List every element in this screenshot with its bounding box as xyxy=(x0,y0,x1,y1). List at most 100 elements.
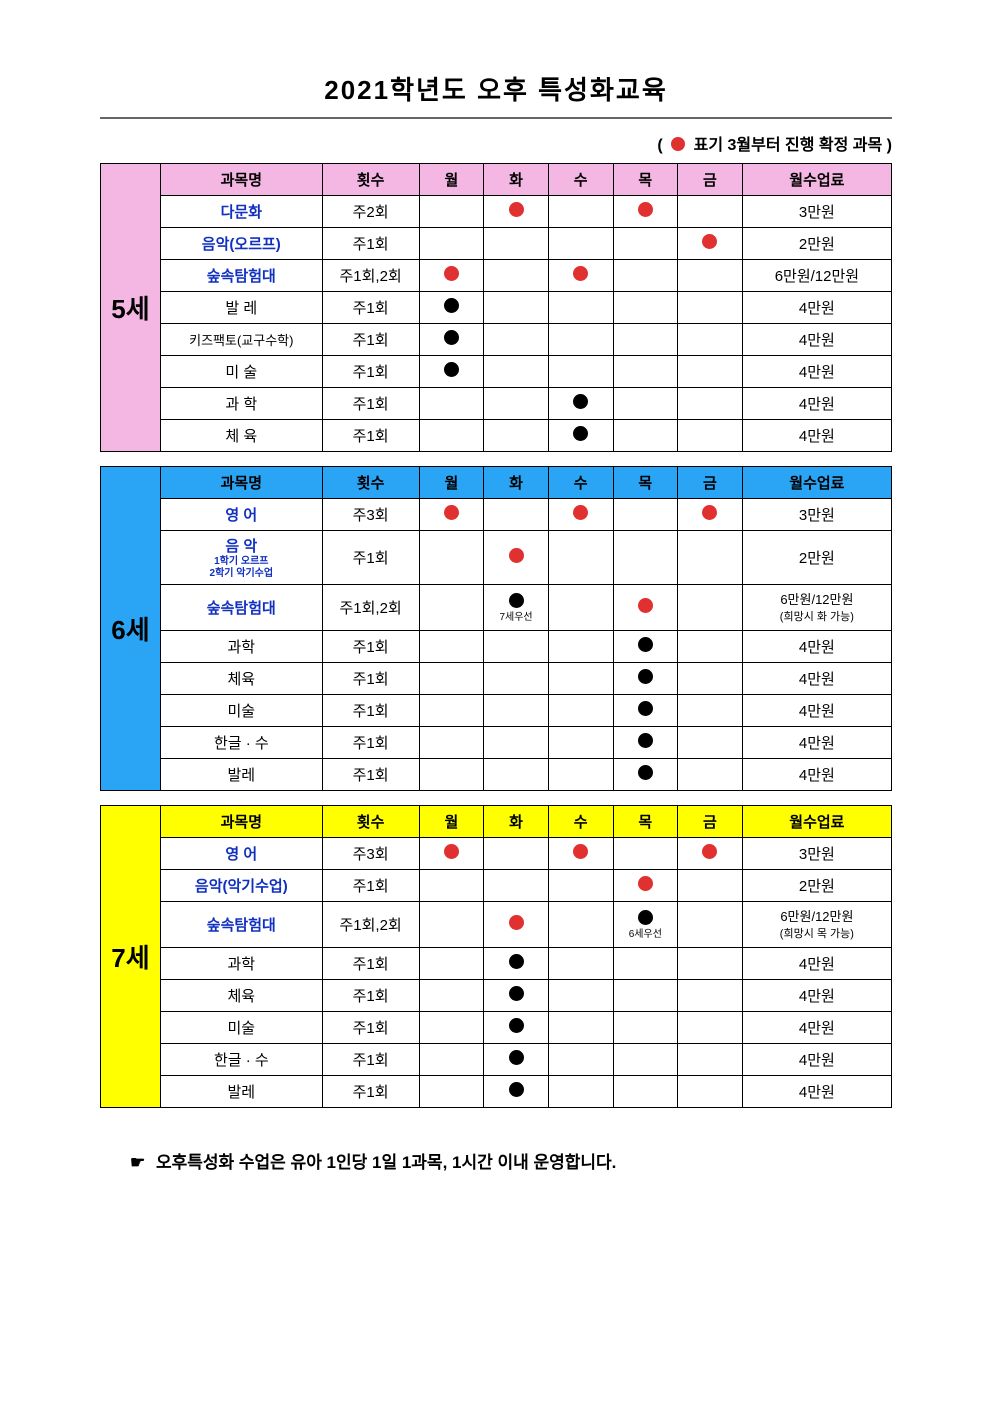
cell-day xyxy=(613,388,678,420)
cell-day xyxy=(484,695,549,727)
cell-subject: 영 어 xyxy=(161,838,323,870)
cell-day xyxy=(613,260,678,292)
cell-day xyxy=(484,902,549,948)
cell-day xyxy=(419,260,484,292)
cell-fee: 2만원 xyxy=(742,870,891,902)
black-dot-icon xyxy=(509,986,524,1001)
subject-sub1: 1학기 오르프 xyxy=(163,556,320,568)
table-row: 미술주1회4만원 xyxy=(161,695,892,727)
fee-text: 4만원 xyxy=(799,1052,835,1069)
table-row: 체 육주1회4만원 xyxy=(161,420,892,452)
cell-day xyxy=(613,838,678,870)
red-dot-icon xyxy=(444,505,459,520)
table-row: 과학주1회4만원 xyxy=(161,948,892,980)
black-dot-icon xyxy=(509,593,524,608)
header-freq: 횟수 xyxy=(322,164,419,196)
subject-name: 발레 xyxy=(228,767,256,784)
cell-day xyxy=(548,695,613,727)
cell-day xyxy=(548,196,613,228)
cell-freq: 주2회 xyxy=(322,196,419,228)
header-wed: 수 xyxy=(548,806,613,838)
cell-subject: 과학 xyxy=(161,948,323,980)
cell-fee: 4만원 xyxy=(742,388,891,420)
fee-text: 3만원 xyxy=(799,204,835,221)
cell-day xyxy=(419,585,484,631)
fee-text: 6만원/12만원 xyxy=(775,268,859,285)
cell-day xyxy=(419,759,484,791)
cell-day xyxy=(548,1012,613,1044)
cell-day xyxy=(613,531,678,585)
cell-day xyxy=(484,420,549,452)
subject-name: 발레 xyxy=(228,1084,256,1101)
fee-text: 4만원 xyxy=(799,988,835,1005)
cell-day xyxy=(678,228,743,260)
header-thu: 목 xyxy=(613,164,678,196)
cell-day xyxy=(548,499,613,531)
cell-day xyxy=(484,631,549,663)
cell-subject: 발레 xyxy=(161,1076,323,1108)
header-fri: 금 xyxy=(678,467,743,499)
black-dot-icon xyxy=(444,330,459,345)
cell-fee: 4만원 xyxy=(742,631,891,663)
cell-day xyxy=(613,1012,678,1044)
schedule-table: 과목명횟수월화수목금월수업료다문화주2회3만원음악(오르프)주1회2만원숲속탐험… xyxy=(160,163,892,452)
cell-day xyxy=(678,948,743,980)
cell-freq: 주1회,2회 xyxy=(322,260,419,292)
subject-name: 숲속탐험대 xyxy=(207,600,276,617)
cell-day xyxy=(548,727,613,759)
header-tue: 화 xyxy=(484,806,549,838)
cell-day xyxy=(419,388,484,420)
red-dot-icon xyxy=(573,505,588,520)
cell-freq: 주1회 xyxy=(322,292,419,324)
cell-fee: 4만원 xyxy=(742,948,891,980)
cell-freq: 주1회 xyxy=(322,1012,419,1044)
table-row: 한글 · 수주1회4만원 xyxy=(161,1044,892,1076)
red-dot-icon xyxy=(509,915,524,930)
table-row: 체육주1회4만원 xyxy=(161,980,892,1012)
cell-subject: 숲속탐험대 xyxy=(161,585,323,631)
cell-day xyxy=(678,196,743,228)
cell-day xyxy=(419,499,484,531)
cell-subject: 음 악1학기 오르프2학기 악기수업 xyxy=(161,531,323,585)
cell-freq: 주1회 xyxy=(322,759,419,791)
fee-text: 4만원 xyxy=(799,1084,835,1101)
cell-day xyxy=(678,324,743,356)
cell-day xyxy=(419,870,484,902)
subject-name: 과학 xyxy=(228,956,256,973)
cell-day xyxy=(548,585,613,631)
cell-day xyxy=(548,631,613,663)
cell-day xyxy=(613,292,678,324)
table-header-row: 과목명횟수월화수목금월수업료 xyxy=(161,806,892,838)
black-dot-icon xyxy=(638,910,653,925)
header-fri: 금 xyxy=(678,806,743,838)
cell-day xyxy=(613,727,678,759)
age-label: 5세 xyxy=(100,163,160,452)
cell-day xyxy=(484,228,549,260)
fee-text: 2만원 xyxy=(799,236,835,253)
cell-subject: 미술 xyxy=(161,695,323,727)
fee-text: 6만원/12만원 xyxy=(780,592,853,607)
header-tue: 화 xyxy=(484,467,549,499)
fee-text: 4만원 xyxy=(799,300,835,317)
table-row: 숲속탐험대 주1회,2회 6만원/12만원 xyxy=(161,260,892,292)
subject-name: 숲속탐험대 xyxy=(207,268,276,285)
black-dot-icon xyxy=(509,1050,524,1065)
table-row: 발 레주1회4만원 xyxy=(161,292,892,324)
cell-day xyxy=(678,420,743,452)
header-mon: 월 xyxy=(419,806,484,838)
cell-day xyxy=(613,631,678,663)
cell-day xyxy=(613,759,678,791)
cell-day xyxy=(678,1076,743,1108)
cell-day xyxy=(484,292,549,324)
header-fee: 월수업료 xyxy=(742,467,891,499)
cell-fee: 4만원 xyxy=(742,759,891,791)
cell-fee: 4만원 xyxy=(742,1012,891,1044)
cell-subject: 다문화 xyxy=(161,196,323,228)
cell-fee: 4만원 xyxy=(742,292,891,324)
table-row: 발레 주1회 4만원 xyxy=(161,759,892,791)
cell-day xyxy=(613,1076,678,1108)
black-dot-icon xyxy=(638,733,653,748)
header-thu: 목 xyxy=(613,806,678,838)
fee-text: 4만원 xyxy=(799,364,835,381)
cell-subject: 과 학 xyxy=(161,388,323,420)
